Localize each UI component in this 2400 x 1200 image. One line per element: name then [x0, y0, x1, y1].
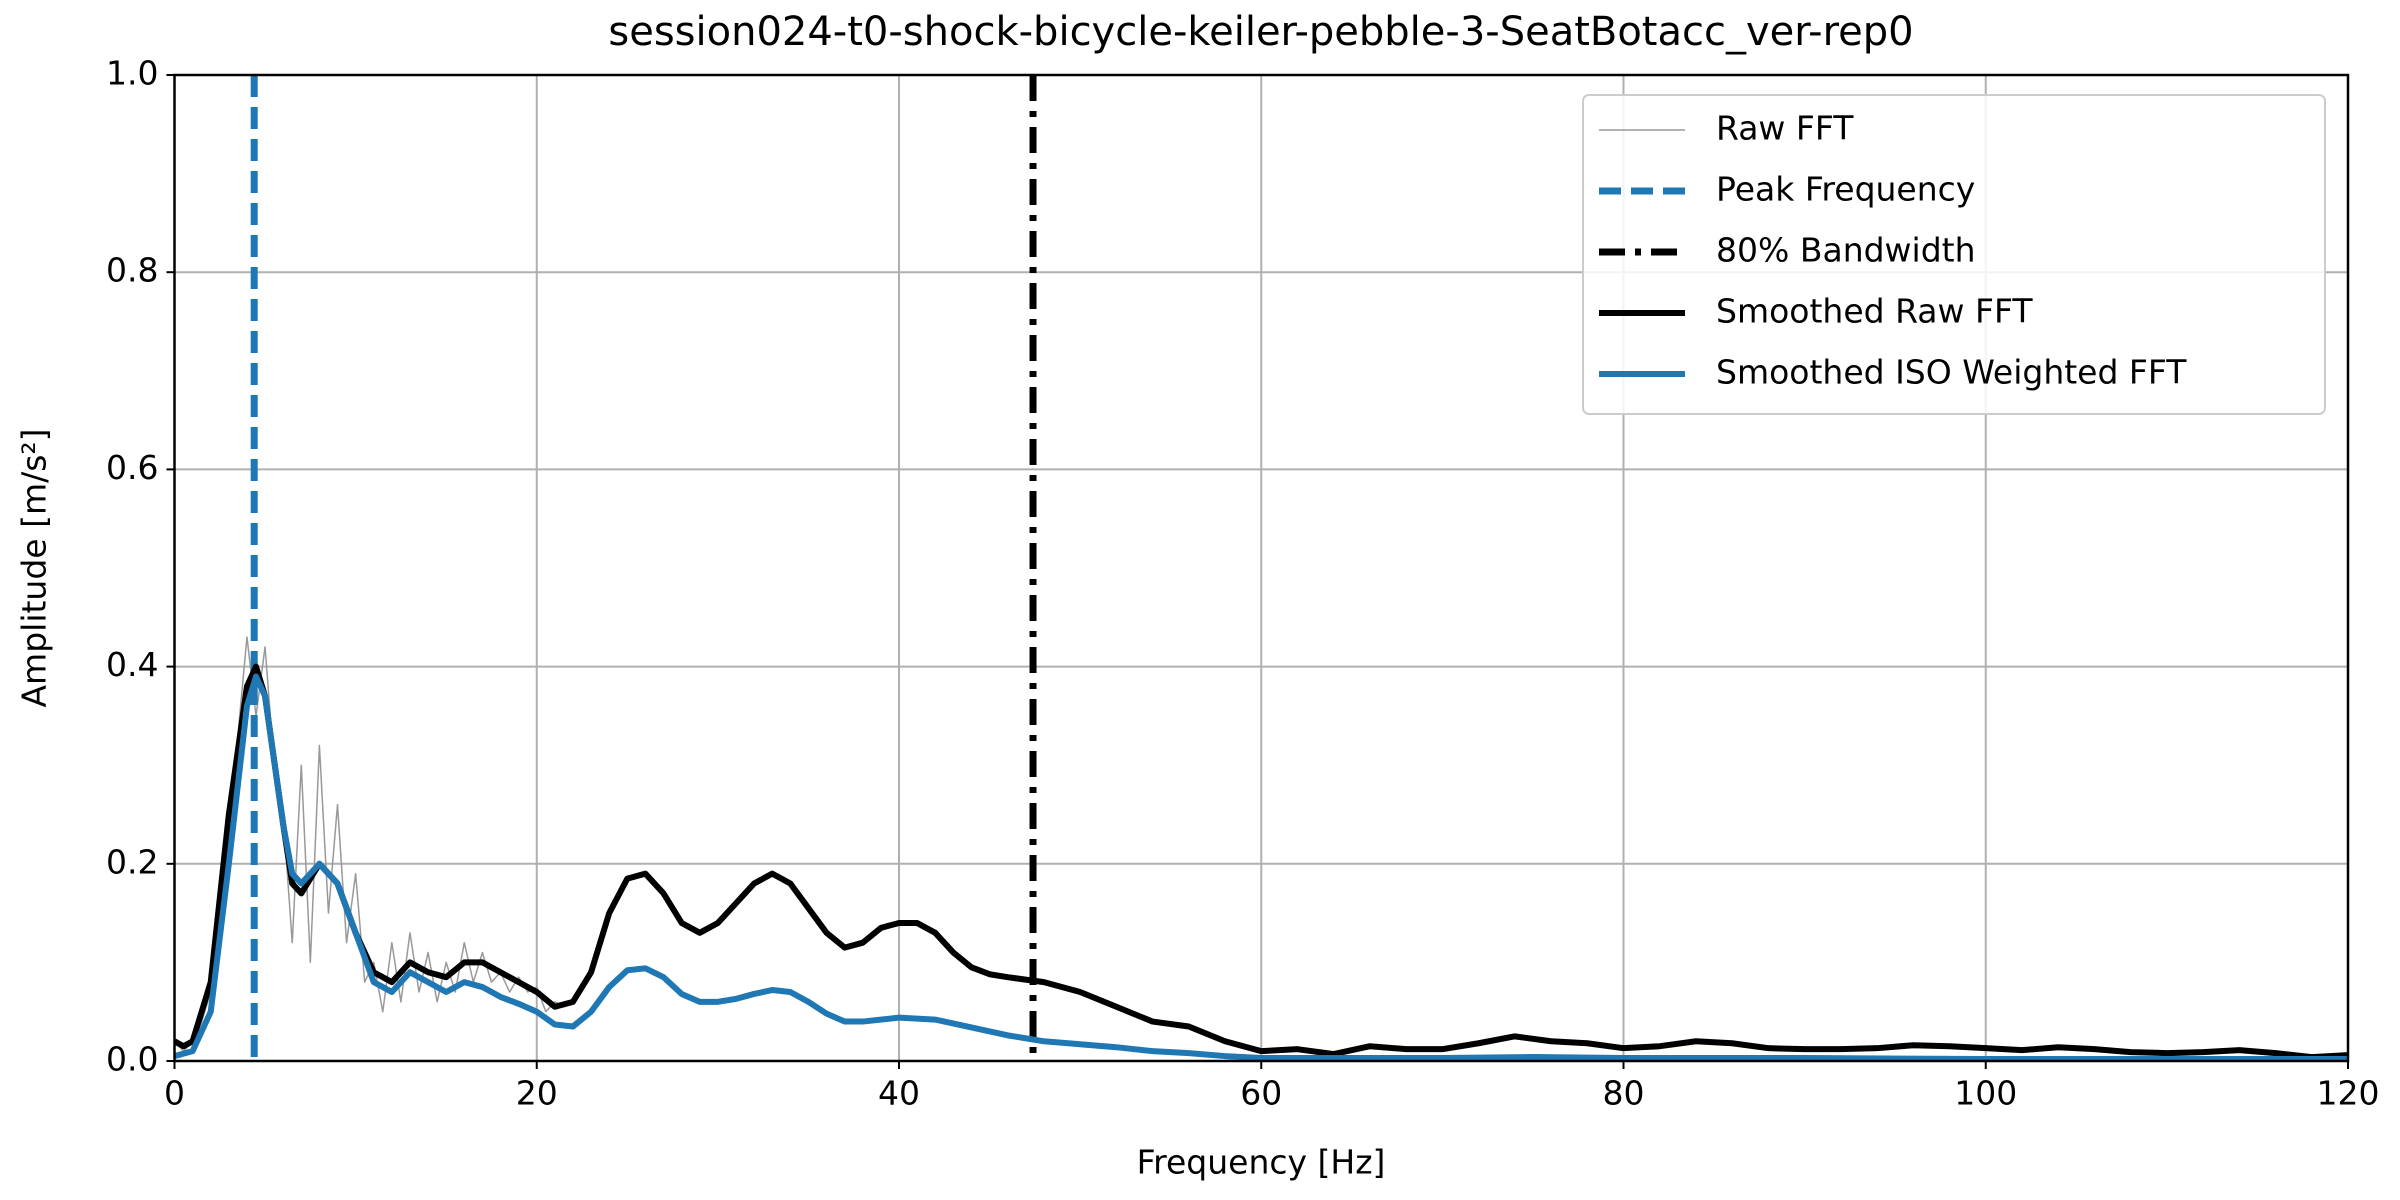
x-tick-label: 120 — [2317, 1074, 2380, 1113]
y-tick-label: 0.0 — [106, 1040, 158, 1079]
x-axis-label: Frequency [Hz] — [1137, 1143, 1386, 1182]
x-tick-label: 100 — [1954, 1074, 2017, 1113]
x-tick-label: 60 — [1240, 1074, 1282, 1113]
y-tick-label: 0.4 — [106, 645, 158, 684]
x-tick-label: 0 — [164, 1074, 185, 1113]
y-axis-label: Amplitude [m/s²] — [15, 428, 54, 707]
legend-label: Smoothed ISO Weighted FFT — [1716, 353, 2187, 392]
legend-label: Raw FFT — [1716, 109, 1854, 148]
legend-label: 80% Bandwidth — [1716, 231, 1976, 270]
plot-area — [174, 75, 2348, 1061]
chart-title: session024-t0-shock-bicycle-keiler-pebbl… — [608, 9, 1913, 55]
legend-box — [1582, 94, 2326, 415]
line-series — [174, 663, 2348, 1061]
y-tick-label: 0.8 — [106, 251, 158, 290]
y-tick-label: 0.6 — [106, 448, 158, 487]
x-tick-label: 80 — [1603, 1074, 1645, 1113]
x-tick-label: 40 — [878, 1074, 920, 1113]
plot-frame — [173, 73, 2350, 1063]
y-tick-label: 1.0 — [106, 54, 158, 93]
legend-label: Smoothed Raw FFT — [1716, 292, 2033, 331]
x-tick-label: 20 — [516, 1074, 558, 1113]
line-series — [174, 636, 574, 1052]
legend-label: Peak Frequency — [1716, 170, 1975, 209]
line-series — [174, 673, 2348, 1061]
y-tick-label: 0.2 — [106, 842, 158, 881]
